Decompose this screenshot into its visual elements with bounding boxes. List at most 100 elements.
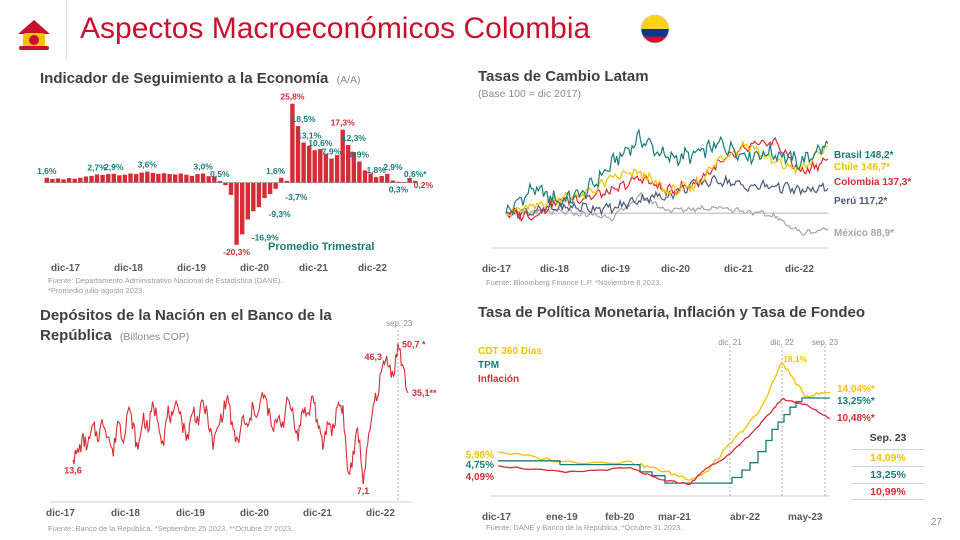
panel4-source: Fuente: DANE y Banco de la República. *O… (486, 523, 683, 532)
data-label: 50,7 * (402, 339, 426, 349)
x-tick-label: dic-19 (177, 263, 206, 274)
x-tick-label: abr-22 (730, 512, 760, 523)
slide-title: Aspectos Macroeconómicos Colombia (80, 12, 591, 45)
series-label: Chile 146,7* (834, 162, 890, 173)
bar (312, 150, 317, 183)
data-label: 17,3% (331, 118, 356, 128)
bar (240, 182, 245, 235)
panel1-source-note: *Promedio julio-agosto 2023. (48, 286, 145, 295)
bar (307, 145, 312, 183)
x-tick-label: dic-20 (661, 264, 690, 275)
series-start-label: 5,98% (466, 450, 494, 461)
x-tick-label: dic-17 (482, 512, 511, 523)
data-label: 2,9% (383, 162, 403, 172)
series-end-label: 10,48%* (837, 413, 875, 424)
x-tick-label: dic-22 (785, 264, 814, 275)
bar (206, 176, 211, 183)
data-label: 0,5% (210, 169, 230, 179)
bar (228, 182, 234, 195)
data-label: 0,3% (389, 185, 409, 195)
bar (167, 174, 172, 183)
bar (351, 152, 356, 183)
economic-indicator-chart: 1,6% 2,7%2,9% 3,6% 3,0%0,5%-20,3%-16,9%-9,3… (37, 92, 434, 274)
bar (279, 177, 284, 183)
bar (122, 174, 128, 183)
bar (385, 173, 390, 183)
panel3-title: Depósitos de la Nación en el Banco de la… (40, 306, 332, 347)
x-tick-label: dic-20 (240, 263, 269, 274)
bar (368, 173, 373, 183)
data-label: 3,0% (193, 161, 213, 171)
series-label: Brasil 148,2* (834, 150, 894, 161)
bar (273, 182, 278, 189)
series-line (505, 139, 829, 217)
bar (195, 174, 200, 183)
series-line (505, 192, 829, 236)
panel3-title-line1: Depósitos de la Nación en el Banco de la (40, 307, 332, 324)
series-start-label: 4,75% (466, 460, 494, 471)
bar (318, 149, 323, 183)
bar (117, 175, 122, 183)
data-label: 2,9% (104, 162, 124, 172)
bar (301, 142, 306, 183)
x-tick-label: dic-21 (303, 508, 332, 519)
peak-label: 18,1% (783, 354, 808, 364)
deposits-chart: sep. 23 13,6 7,1 46,3 50,7 * 35,1** dic-17 dic-… (46, 319, 437, 519)
bar (145, 171, 150, 183)
deposits-line (72, 343, 409, 485)
panel3-title-line2: República (Billones COP) (40, 326, 332, 347)
data-label: 1,6% (37, 166, 57, 176)
bar (173, 174, 178, 183)
sep23-table-header: Sep. 23 (869, 432, 907, 444)
data-label: 2,7% (87, 162, 107, 172)
bar (111, 173, 116, 183)
annotation-label: Promedio Trimestral (268, 241, 374, 253)
fx-rates-chart: Brasil 148,2*Chile 146,7* Colombia 137,3*… (482, 128, 911, 275)
data-label: 0,2% (414, 180, 434, 190)
panel3-subtitle: (Billones COP) (119, 331, 190, 343)
data-label: -16,9% (252, 232, 279, 242)
panel2-subtitle: (Base 100 = dic 2017) (478, 88, 582, 100)
data-label: 1,6% (266, 166, 286, 176)
bar (139, 172, 144, 183)
panel1-source: Fuente: Departamento Administrativo Naci… (48, 276, 282, 296)
series-line (505, 136, 829, 223)
panel2-source: Fuente: Bloomberg Finance L.P. *Noviembr… (486, 278, 662, 287)
data-label: 12,3% (342, 133, 367, 143)
bar (66, 178, 72, 183)
x-tick-label: dic-20 (240, 508, 269, 519)
data-label: 10,6% (308, 138, 333, 148)
series-line (498, 397, 830, 484)
series-label: México 88,9* (834, 228, 894, 239)
bar (251, 182, 256, 212)
x-tick-label: may-23 (788, 512, 823, 523)
bar (184, 174, 189, 183)
bar (256, 182, 262, 208)
bar (323, 153, 329, 183)
data-label: -9,3% (268, 209, 291, 219)
series-line (497, 362, 831, 481)
x-tick-label: dic-17 (51, 263, 80, 274)
bar (212, 176, 217, 183)
bar (379, 175, 384, 183)
x-tick-label: dic-21 (299, 263, 328, 274)
series-line (505, 128, 829, 215)
panel1-title: Indicador de Seguimiento a la Economía (… (40, 70, 361, 87)
panel4-title: Tasa de Política Monetaria, Inflación y … (478, 304, 866, 321)
page-number: 27 (930, 517, 942, 528)
bar (245, 182, 250, 220)
bar (357, 161, 362, 183)
reference-label: dic. 22 (770, 338, 794, 347)
bar (72, 178, 77, 183)
legend-label: Inflación (478, 374, 519, 385)
panel1-source-line: Fuente: Departamento Administrativo Naci… (48, 276, 283, 285)
bar (390, 180, 396, 183)
bar (396, 181, 401, 183)
series-label: Colombia 137,3* (834, 177, 911, 188)
monetary-policy-chart: dic. 21 dic. 22 sep. 23 5,98%4,75%4,09% 14,0… (466, 338, 875, 523)
reference-label: sep. 23 (812, 338, 839, 347)
x-tick-label: dic-22 (358, 263, 387, 274)
bar (290, 103, 295, 183)
bar (50, 179, 55, 183)
header-divider (66, 0, 67, 60)
